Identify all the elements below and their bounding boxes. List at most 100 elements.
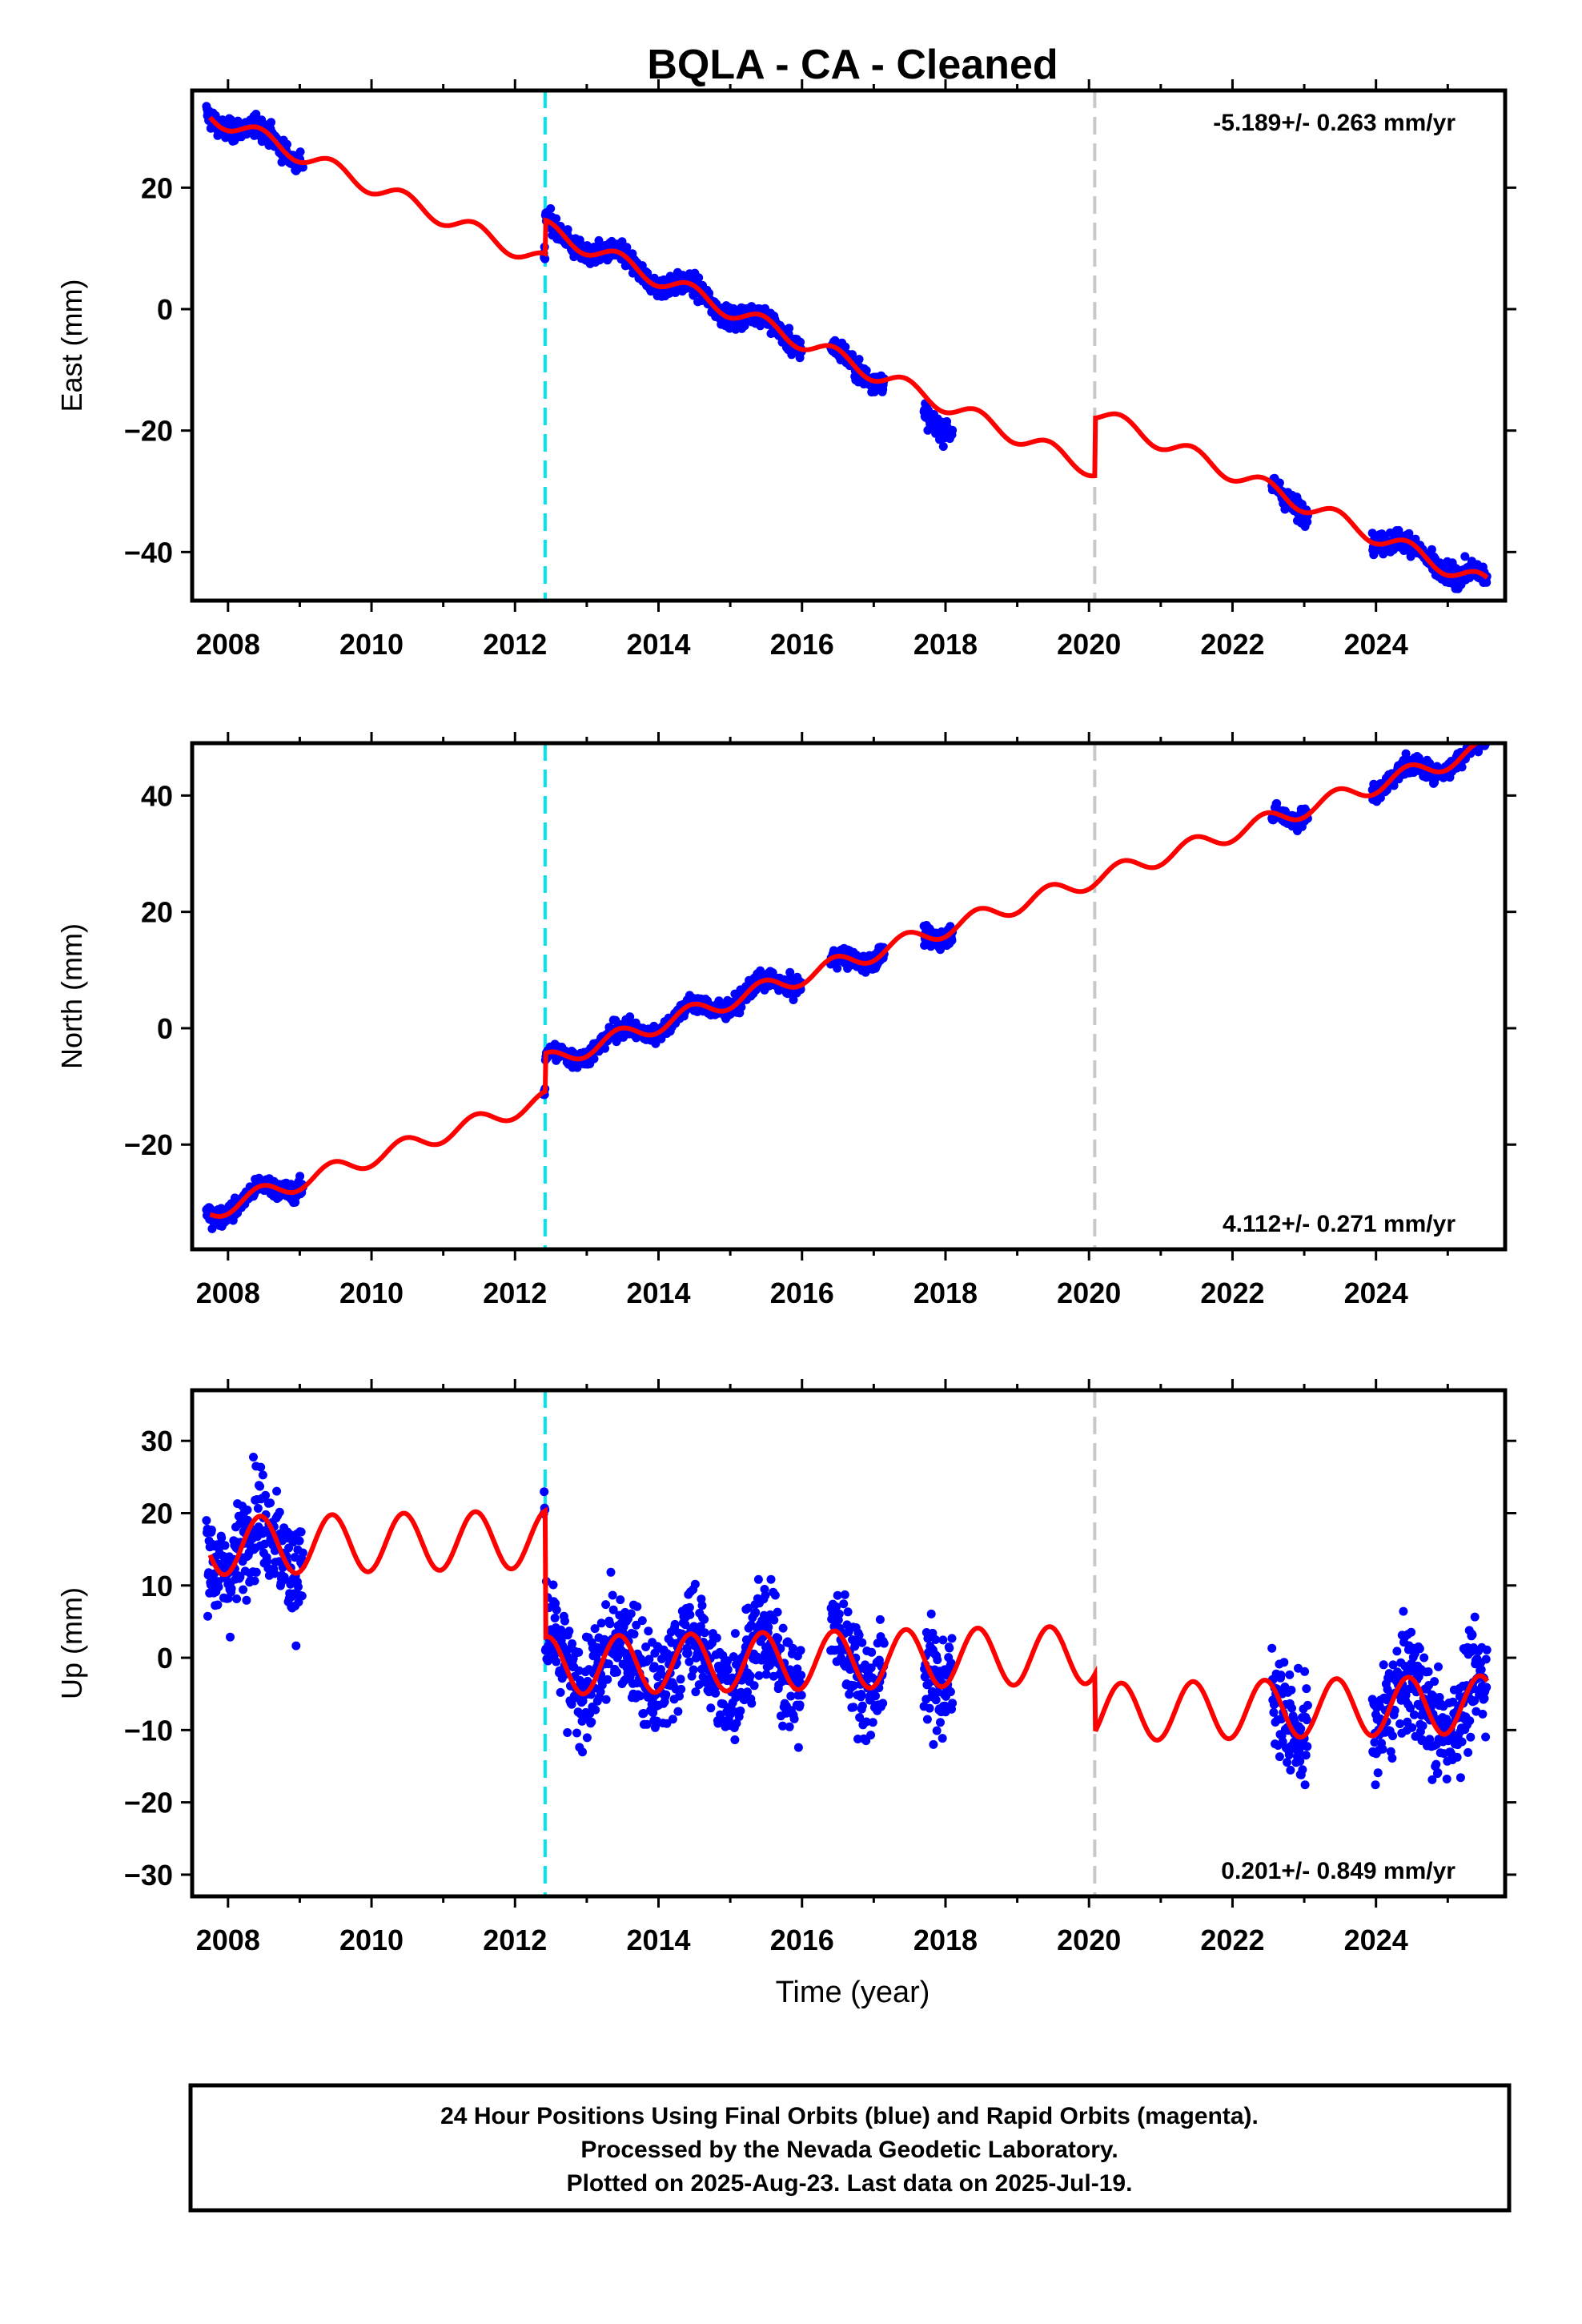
data-point <box>926 1609 936 1618</box>
x-tick-label: 2012 <box>483 1277 547 1309</box>
data-point <box>938 442 948 451</box>
data-point <box>1275 1752 1284 1762</box>
data-point <box>670 1619 680 1629</box>
data-point <box>1407 1627 1416 1637</box>
data-point <box>578 1696 588 1706</box>
data-point <box>548 1580 558 1590</box>
model-curve <box>209 743 1488 1220</box>
data-point <box>1479 730 1488 738</box>
data-point <box>796 1646 805 1655</box>
x-tick-label: 2024 <box>1344 628 1408 661</box>
data-point <box>867 1647 877 1657</box>
data-point <box>932 1726 942 1735</box>
chart-title: BQLA - CA - Cleaned <box>647 42 1058 88</box>
data-point <box>251 110 261 119</box>
data-point <box>272 1486 282 1496</box>
data-point <box>1295 1756 1305 1766</box>
data-point <box>1392 1647 1402 1656</box>
panels: 2008 2010 2012 2014 2016 2018 2020 2022 2024−40−… <box>55 79 1516 1956</box>
data-point <box>591 1705 600 1715</box>
data-point <box>1418 1721 1427 1731</box>
data-point <box>1481 1655 1491 1664</box>
data-point <box>1285 1670 1295 1679</box>
data-point <box>933 1655 942 1665</box>
data-point <box>1379 1660 1388 1670</box>
data-point <box>766 1574 776 1584</box>
data-point <box>297 1591 307 1601</box>
y-tick-label: 0 <box>157 293 173 326</box>
data-point <box>551 1598 560 1608</box>
data-point <box>1427 545 1436 554</box>
data-point <box>1418 1735 1427 1744</box>
data-point <box>266 1498 275 1508</box>
data-point <box>797 1691 806 1700</box>
rate-label: 4.112+/- 0.271 mm/yr <box>1223 1211 1456 1237</box>
data-point <box>712 1633 721 1642</box>
data-point <box>1433 1768 1443 1777</box>
data-point <box>243 1506 252 1514</box>
data-point <box>1482 734 1491 742</box>
data-point <box>552 1605 561 1614</box>
data-point <box>606 1567 616 1577</box>
panel-frame <box>190 741 1508 1252</box>
data-point <box>690 1579 700 1589</box>
data-point <box>283 139 291 149</box>
data-point <box>773 1634 783 1643</box>
data-point <box>793 1664 802 1674</box>
data-point <box>861 366 871 376</box>
y-axis-label: North (mm) <box>55 923 88 1069</box>
data-point <box>556 1687 565 1697</box>
y-tick-label: −40 <box>124 536 173 569</box>
data-point <box>685 1657 694 1667</box>
y-axis-label: East (mm) <box>55 279 88 412</box>
data-point <box>1286 1765 1295 1775</box>
data-point <box>936 1718 945 1727</box>
data-point <box>749 1681 759 1691</box>
data-point <box>285 1530 295 1539</box>
data-point <box>677 1684 686 1694</box>
data-point <box>207 1526 216 1534</box>
data-point <box>616 1595 625 1605</box>
data-point <box>1482 1645 1492 1655</box>
data-point <box>854 1630 864 1640</box>
data-point <box>1388 1731 1397 1741</box>
panel-2: 2008 2010 2012 2014 2016 2018 2020 2022 2024 −20 0… <box>55 730 1516 1309</box>
data-point <box>1298 1765 1307 1775</box>
y-tick-label: 40 <box>141 779 173 812</box>
data-point <box>740 321 749 331</box>
data-point <box>267 118 276 127</box>
data-point <box>931 1695 941 1705</box>
x-tick-label: 2024 <box>1344 1924 1408 1956</box>
model-curve <box>208 115 1489 580</box>
data-point <box>255 1482 265 1491</box>
data-point <box>697 1601 707 1610</box>
footer-box: 24 Hour Positions Using Final Orbits (bl… <box>188 2083 1512 2213</box>
data-point <box>298 1548 307 1558</box>
data-point <box>697 1594 706 1604</box>
data-point <box>596 1618 606 1628</box>
data-point <box>1276 1671 1286 1680</box>
data-point <box>226 1632 235 1642</box>
data-point <box>689 1665 698 1675</box>
data-point <box>841 342 850 352</box>
x-tick-label: 2022 <box>1200 1924 1264 1956</box>
data-point <box>922 1715 932 1724</box>
data-point <box>1468 1630 1477 1639</box>
data-point <box>263 1557 272 1566</box>
data-point <box>242 1595 251 1605</box>
x-tick-label: 2018 <box>913 1277 978 1309</box>
x-tick-label: 2024 <box>1344 1277 1408 1309</box>
data-point <box>546 204 556 213</box>
data-point <box>552 214 561 223</box>
data-point <box>717 1715 727 1725</box>
data-point <box>256 1462 266 1472</box>
rate-label: -5.189+/- 0.263 mm/yr <box>1213 110 1456 136</box>
data-point <box>879 1638 889 1648</box>
data-point <box>1300 1780 1310 1790</box>
data-point <box>866 1731 876 1740</box>
x-tick-label: 2010 <box>339 1277 404 1309</box>
data-point <box>270 1546 279 1555</box>
data-point <box>563 1728 572 1737</box>
data-point <box>203 1611 212 1621</box>
